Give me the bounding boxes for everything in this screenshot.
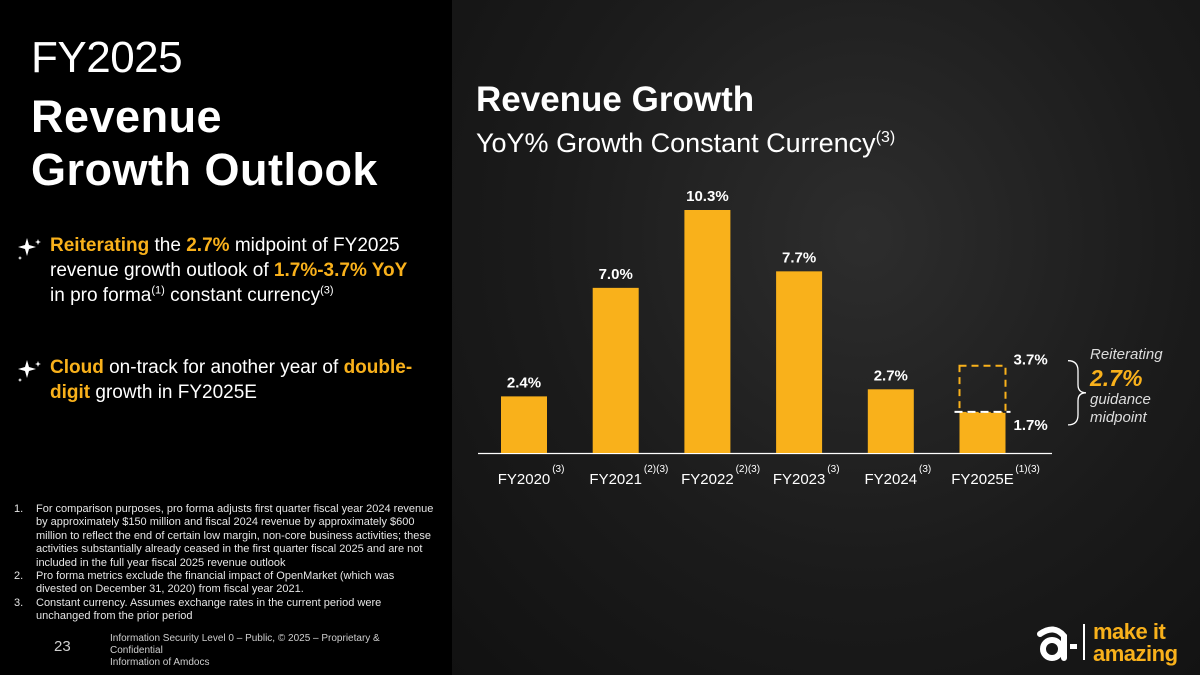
- x-tick-superscript: (3): [552, 464, 564, 475]
- x-tick-superscript: (2)(3): [736, 464, 760, 475]
- amdocs-logo-icon: [1037, 624, 1085, 661]
- bar-fy2023: [776, 271, 823, 453]
- x-tick-superscript: (2)(3): [644, 464, 668, 475]
- bullet-reiterating: Reiterating the 2.7% midpoint of FY2025 …: [16, 233, 426, 308]
- page-title-line2: Growth Outlook: [31, 144, 378, 195]
- footnotes: 1. For comparison purposes, pro forma adj…: [14, 503, 434, 624]
- page-number: 23: [54, 638, 71, 655]
- data-label: 2.7%: [874, 367, 908, 384]
- footnote: 2. Pro forma metrics exclude the financia…: [14, 570, 395, 596]
- sparkle-icon: [16, 358, 50, 405]
- x-tick-label: FY2020: [498, 471, 551, 488]
- x-tick-label: FY2024: [865, 471, 918, 488]
- data-label: 7.7%: [782, 249, 816, 266]
- range-low-label: 1.7%: [1014, 417, 1048, 434]
- annotation-reiterating: Reiterating: [1090, 346, 1163, 363]
- x-tick-label: FY2022: [681, 471, 734, 488]
- bar-fy2021: [592, 287, 639, 453]
- data-label: 7.0%: [599, 266, 633, 283]
- footnote: 1. For comparison purposes, pro forma adj…: [14, 503, 434, 569]
- bar-fy2025e: [959, 412, 1006, 453]
- x-tick-superscript: (3): [827, 464, 839, 475]
- chart-subtitle: YoY% Growth Constant Currency(3): [476, 128, 896, 158]
- data-label: 10.3%: [686, 188, 729, 205]
- footer-legal: Information Security Level 0 – Public, ©…: [110, 633, 380, 668]
- data-label: 2.4%: [507, 374, 541, 391]
- chart-title: Revenue Growth: [476, 80, 755, 119]
- bar-fy2022: [684, 210, 731, 453]
- x-tick-label: FY2023: [773, 471, 826, 488]
- bullet-cloud: Cloud on-track for another year of doubl…: [16, 355, 426, 405]
- sparkle-icon: [16, 236, 50, 308]
- logo-tagline: make it amazing: [1093, 619, 1178, 666]
- bar-fy2024: [867, 389, 914, 453]
- left-panel: [0, 0, 452, 675]
- bar-fy2020: [501, 396, 547, 453]
- bullet-text: Reiterating the 2.7% midpoint of FY2025 …: [50, 235, 408, 306]
- x-tick-label: FY2025E: [951, 471, 1014, 488]
- x-tick-label: FY2021: [589, 471, 642, 488]
- bullet-text: Cloud on-track for another year of doubl…: [50, 357, 413, 403]
- footnote: 3. Constant currency. Assumes exchange ra…: [14, 596, 382, 623]
- annotation-midpoint-value: 2.7%: [1090, 365, 1143, 391]
- page-title-line1: Revenue: [31, 91, 223, 142]
- x-tick-superscript: (3): [919, 464, 931, 475]
- chart-panel: [452, 0, 1200, 675]
- annotation-guidance: guidance midpoint: [1090, 391, 1151, 426]
- x-tick-superscript: (1)(3): [1015, 464, 1039, 475]
- range-brace: [1067, 360, 1087, 426]
- page-title-year: FY2025: [31, 33, 183, 82]
- range-high-label: 3.7%: [1014, 352, 1048, 369]
- guidance-range-box: [958, 364, 1007, 414]
